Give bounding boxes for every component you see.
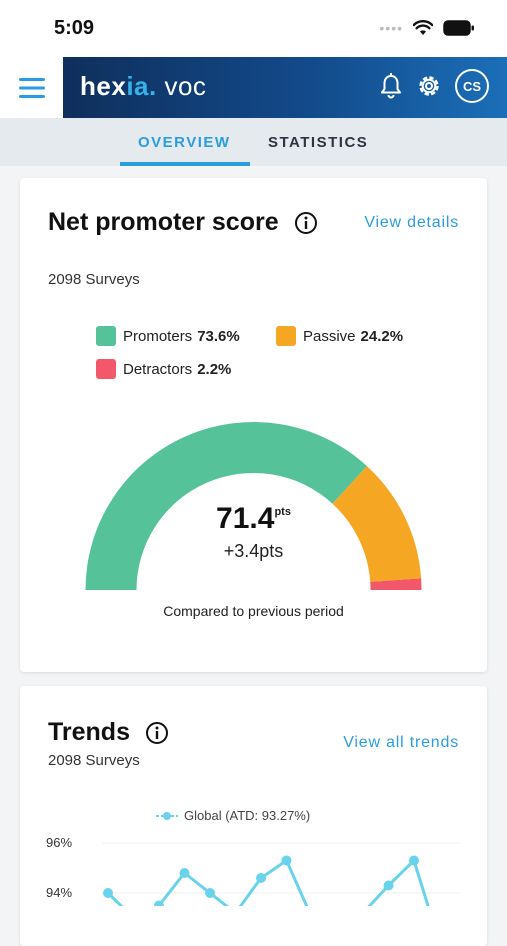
- view-details-link[interactable]: View details: [364, 214, 459, 231]
- status-icons: ••••: [379, 20, 475, 36]
- trend-data-point[interactable]: [205, 888, 215, 898]
- legend-label: Passive: [303, 327, 356, 345]
- wifi-icon: [413, 20, 433, 35]
- trends-title-row: Trends: [48, 718, 169, 747]
- passive-swatch: [276, 326, 296, 346]
- legend-promoters: Promoters 73.6%: [96, 326, 240, 346]
- y-tick-label: 94%: [46, 885, 72, 900]
- legend-passive: Passive 24.2%: [276, 326, 403, 346]
- menu-button[interactable]: [0, 57, 63, 118]
- nps-card: Net promoter score View details 2098 Sur…: [20, 178, 487, 672]
- info-icon[interactable]: [294, 211, 318, 235]
- trend-legend-label: Global (ATD: 93.27%): [184, 808, 311, 823]
- trend-line-chart: 96% 94%: [46, 835, 460, 906]
- battery-icon: [443, 20, 474, 36]
- nps-title-row: Net promoter score: [48, 208, 318, 237]
- brand-bar: hexia. voc CS: [63, 57, 507, 118]
- signal-icon: ••••: [379, 20, 403, 36]
- tab-overview[interactable]: OVERVIEW: [138, 134, 231, 151]
- app-header: hexia. voc CS: [0, 57, 507, 118]
- score-unit: pts: [274, 506, 291, 518]
- header-actions: CS: [379, 69, 489, 103]
- hamburger-icon: [18, 77, 45, 98]
- y-tick-label: 96%: [46, 835, 72, 850]
- legend-label: Promoters: [123, 327, 193, 345]
- compared-text: Compared to previous period: [163, 603, 344, 619]
- legend-value: 24.2%: [360, 327, 404, 345]
- nps-title: Net promoter score: [48, 208, 279, 236]
- status-bar: 5:09 ••••: [0, 0, 507, 57]
- gauge-segment-promoters: [85, 421, 367, 590]
- detractors-swatch: [96, 359, 116, 379]
- score-value: 71.4: [216, 502, 275, 535]
- user-avatar[interactable]: CS: [455, 69, 489, 103]
- promoters-swatch: [96, 326, 116, 346]
- legend-label: Detractors: [123, 360, 193, 378]
- nps-gauge: [85, 421, 422, 590]
- notifications-bell-icon[interactable]: [379, 73, 403, 99]
- status-time: 5:09: [54, 17, 95, 39]
- trend-data-point[interactable]: [103, 888, 113, 898]
- gauge-segment-passive: [332, 466, 422, 582]
- info-icon[interactable]: [145, 721, 169, 745]
- active-tab-indicator: [120, 162, 250, 166]
- legend-detractors: Detractors 2.2%: [96, 359, 231, 379]
- trends-card: Trends View all trends 2098 Surveys Glob…: [20, 686, 487, 946]
- gauge-segment-detractors: [370, 578, 422, 590]
- trend-data-point[interactable]: [383, 880, 394, 891]
- nps-survey-count: 2098 Surveys: [48, 271, 140, 288]
- trend-data-point[interactable]: [256, 873, 266, 883]
- nps-score: 71.4pts: [20, 502, 487, 536]
- trends-title: Trends: [48, 718, 130, 746]
- settings-gear-icon[interactable]: [415, 72, 443, 100]
- app-logo[interactable]: hexia. voc: [80, 71, 207, 101]
- trends-survey-count: 2098 Surveys: [48, 752, 140, 769]
- trend-data-point[interactable]: [409, 855, 419, 866]
- tab-statistics[interactable]: STATISTICS: [268, 134, 369, 151]
- legend-line-icon: [156, 811, 178, 820]
- legend-value: 73.6%: [197, 327, 240, 345]
- tab-bar: OVERVIEW STATISTICS: [0, 118, 507, 166]
- trend-data-point[interactable]: [179, 868, 190, 878]
- legend-value: 2.2%: [197, 360, 232, 378]
- view-all-trends-link[interactable]: View all trends: [343, 734, 459, 751]
- score-delta: +3.4pts: [223, 541, 284, 561]
- trend-legend: Global (ATD: 93.27%): [156, 808, 310, 823]
- trend-data-point[interactable]: [281, 855, 292, 866]
